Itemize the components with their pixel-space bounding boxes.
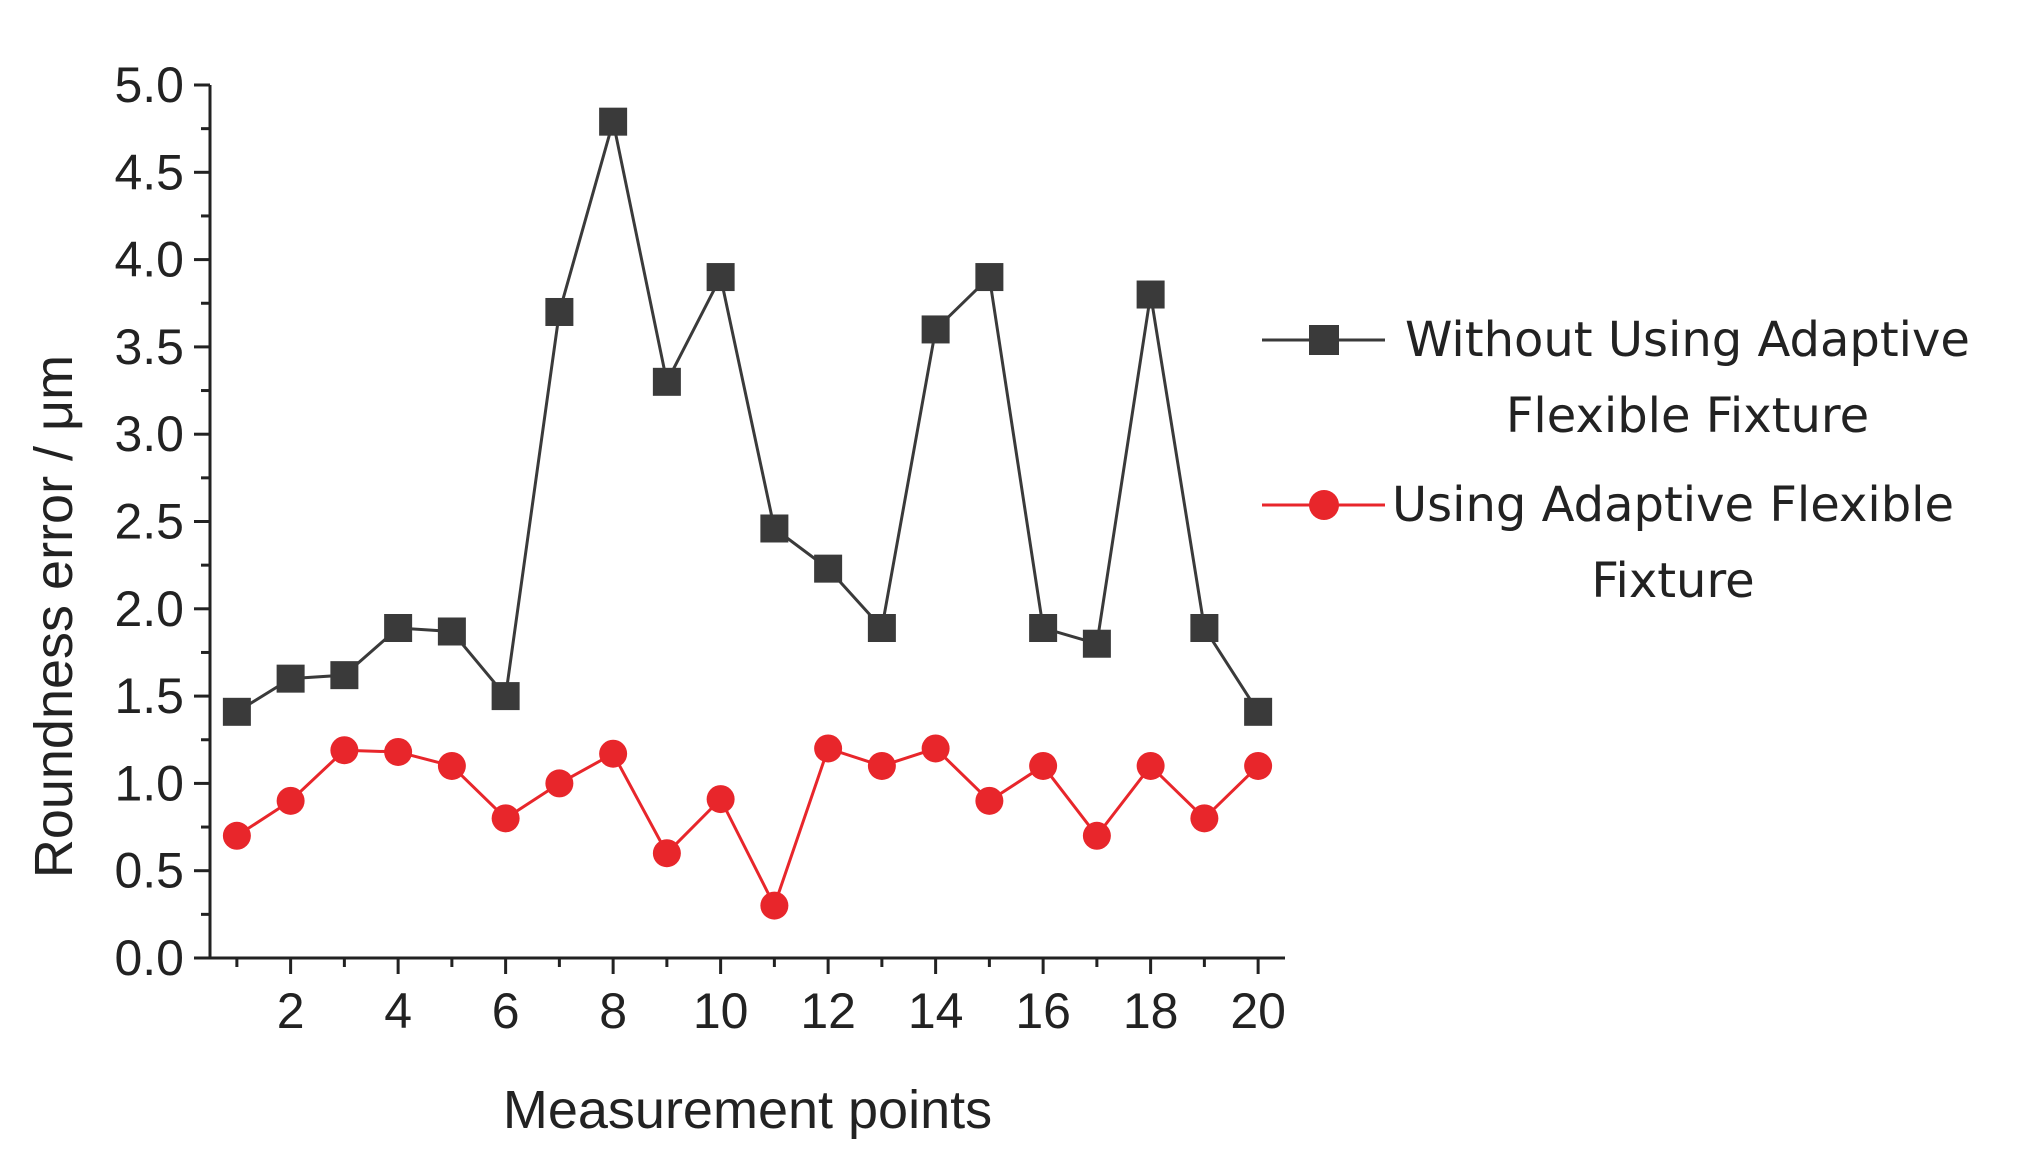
data-point-circle xyxy=(545,769,574,798)
x-tick-label: 4 xyxy=(384,983,412,1039)
data-point-circle xyxy=(1190,804,1219,833)
data-point-square xyxy=(437,617,466,646)
x-axis-title: Measurement points xyxy=(503,1080,992,1140)
data-point-circle xyxy=(384,737,413,766)
data-point-square xyxy=(276,664,305,693)
data-point-square xyxy=(706,263,735,292)
data-point-circle xyxy=(760,891,789,920)
data-point-circle xyxy=(599,739,628,768)
axes xyxy=(208,85,1285,960)
x-tick-label: 16 xyxy=(1015,983,1071,1039)
data-point-square xyxy=(491,682,520,711)
x-tick-label: 10 xyxy=(693,983,749,1039)
y-tick-label: 5.0 xyxy=(114,57,184,113)
series-2 xyxy=(222,734,1273,920)
data-point-square xyxy=(921,315,950,344)
legend: Without Using Adaptive Flexible Fixture Us… xyxy=(1262,312,1970,609)
series-lines xyxy=(222,107,1273,920)
data-point-circle xyxy=(652,839,681,868)
legend-marker-square xyxy=(1309,325,1339,355)
legend-item-1: Without Using Adaptive Flexible Fixture xyxy=(1262,312,1970,444)
y-tick-label: 3.5 xyxy=(114,319,184,375)
ticks: 0.0 0.5 1.0 1.5 2.0 2.5 3.0 3.5 4.0 4.5 5.0 2 4 6 8 10 1… xyxy=(114,57,1285,1039)
data-point-circle xyxy=(706,785,735,814)
x-tick-label: 8 xyxy=(599,983,627,1039)
x-tick-label: 14 xyxy=(908,983,964,1039)
x-tick-label: 6 xyxy=(492,983,520,1039)
y-tick-label: 1.5 xyxy=(114,668,184,724)
y-tick-label: 2.0 xyxy=(114,581,184,637)
legend-label-line-2: Flexible Fixture xyxy=(1506,388,1869,444)
y-tick-label: 3.0 xyxy=(114,406,184,462)
legend-marker-circle xyxy=(1309,490,1339,520)
data-point-circle xyxy=(1244,751,1273,780)
data-point-square xyxy=(384,614,413,643)
y-tick-label: 0.0 xyxy=(114,930,184,986)
legend-label-line-2: Fixture xyxy=(1591,553,1754,609)
y-tick-label: 0.5 xyxy=(114,843,184,899)
data-point-circle xyxy=(1082,821,1111,850)
series-1 xyxy=(222,107,1273,726)
data-point-square xyxy=(330,661,359,690)
legend-label-line-1: Without Using Adaptive xyxy=(1405,312,1970,368)
data-point-square xyxy=(1082,629,1111,658)
data-point-circle xyxy=(330,736,359,765)
legend-item-2: Using Adaptive Flexible Fixture xyxy=(1262,477,1954,609)
data-point-square xyxy=(867,614,896,643)
data-point-circle xyxy=(1029,751,1058,780)
y-tick-label: 1.0 xyxy=(114,755,184,811)
y-tick-label: 4.0 xyxy=(114,232,184,288)
data-point-square xyxy=(975,263,1004,292)
x-tick-label: 18 xyxy=(1123,983,1179,1039)
data-point-square xyxy=(545,297,574,326)
data-point-square xyxy=(814,554,843,583)
data-point-circle xyxy=(921,734,950,763)
data-point-square xyxy=(652,367,681,396)
y-tick-label: 4.5 xyxy=(114,144,184,200)
data-point-circle xyxy=(814,734,843,763)
y-tick-label: 2.5 xyxy=(114,494,184,550)
data-point-square xyxy=(599,107,628,136)
x-tick-label: 12 xyxy=(800,983,856,1039)
y-axis-title: Roundness error / μm xyxy=(24,355,84,878)
data-point-circle xyxy=(437,751,466,780)
data-point-circle xyxy=(1136,751,1165,780)
data-point-square xyxy=(222,697,251,726)
data-point-circle xyxy=(867,751,896,780)
data-point-circle xyxy=(975,786,1004,815)
x-tick-label: 2 xyxy=(277,983,305,1039)
data-point-square xyxy=(1029,614,1058,643)
legend-label-line-1: Using Adaptive Flexible xyxy=(1392,477,1954,533)
data-point-circle xyxy=(491,804,520,833)
data-point-square xyxy=(760,514,789,543)
data-point-square xyxy=(1136,280,1165,309)
data-point-square xyxy=(1190,614,1219,643)
data-point-circle xyxy=(276,786,305,815)
x-tick-label: 20 xyxy=(1230,983,1286,1039)
data-point-circle xyxy=(222,821,251,850)
data-point-square xyxy=(1244,697,1273,726)
